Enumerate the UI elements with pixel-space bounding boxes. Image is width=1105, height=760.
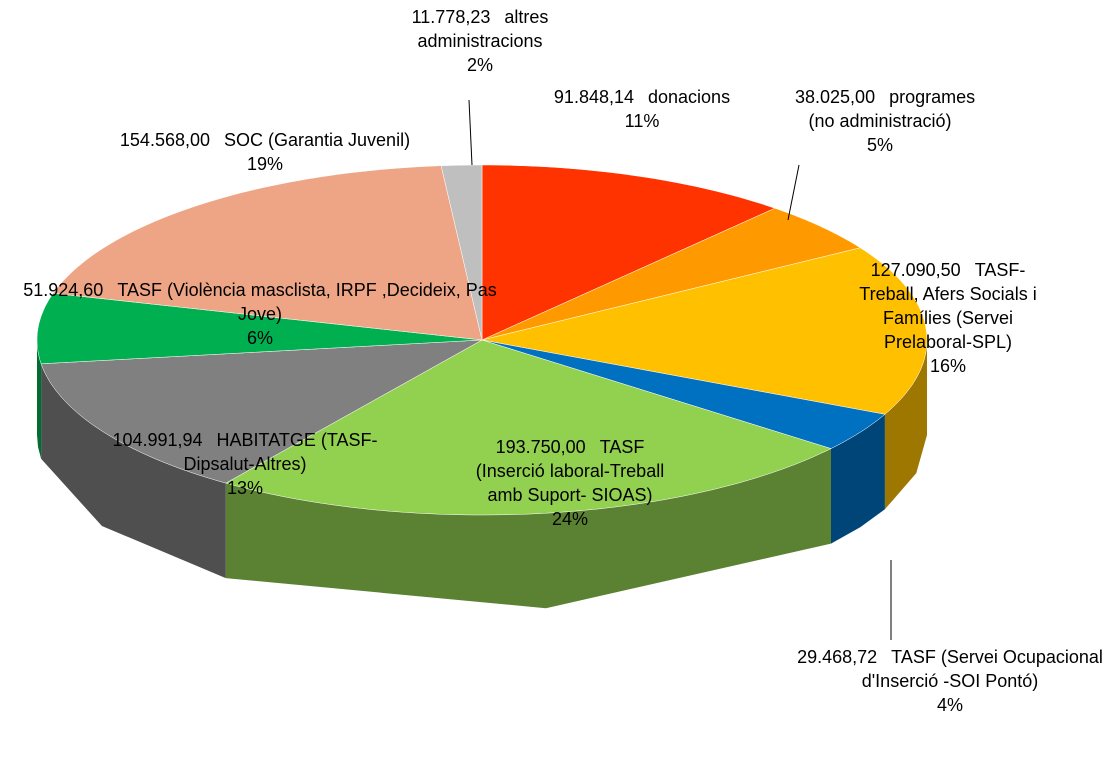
pie-side	[225, 448, 832, 609]
data-label: 91.848,14 donacions 11%	[542, 85, 742, 133]
category-label: TASF (Servei Ocupacional d'Inserció -SOI…	[861, 647, 1103, 691]
pie-slice	[481, 247, 928, 415]
data-label: 193.750,00 TASF (Inserció laboral-Treball…	[460, 435, 680, 531]
value-label: 154.568,00	[119, 130, 210, 150]
data-label: 38.025,00 programes (no administració) 5%	[795, 85, 975, 157]
pie-slice	[481, 164, 776, 341]
percent-label: 5%	[866, 135, 893, 155]
category-label: TASF-Treball, Afers Socials i Famílies (…	[859, 260, 1037, 352]
category-label: TASF (Inserció laboral-Treball amb Supor…	[475, 437, 665, 505]
percent-label: 24%	[551, 509, 589, 529]
value-label: 11.778,23	[411, 7, 491, 27]
data-label: 154.568,00 SOC (Garantia Juvenil) 19%	[100, 128, 430, 176]
value-label: 29.468,72	[797, 647, 878, 667]
percent-label: 19%	[246, 154, 284, 174]
value-label: 193.750,00	[495, 437, 586, 457]
pie-slice	[40, 339, 483, 484]
data-label: 127.090,50 TASF-Treball, Afers Socials i …	[853, 258, 1043, 378]
data-label: 104.991,94 HABITATGE (TASF-Dipsalut-Altre…	[95, 428, 395, 500]
pie-slice	[481, 339, 886, 449]
pie-slice	[36, 293, 483, 365]
category-label: TASF (Violència masclista, IRPF ,Decidei…	[117, 280, 497, 324]
category-label: altres administracions	[417, 7, 549, 51]
data-label: 51.924,60 TASF (Violència masclista, IRPF…	[20, 278, 500, 350]
percent-label: 16%	[929, 356, 967, 376]
value-label: 51.924,60	[23, 280, 104, 300]
leader-line	[468, 99, 473, 166]
value-label: 127.090,50	[870, 260, 961, 280]
pie-slice	[225, 339, 832, 516]
percent-label: 13%	[226, 478, 264, 498]
pie-side	[37, 340, 42, 459]
category-label: HABITATGE (TASF-Dipsalut-Altres)	[183, 430, 378, 474]
percent-label: 6%	[246, 328, 273, 348]
pie-slice	[52, 165, 483, 341]
pie-slice	[440, 164, 483, 341]
pie-slice	[481, 207, 861, 341]
pie-side	[41, 363, 226, 579]
leader-line	[787, 164, 800, 221]
data-label: 11.778,23 altres administracions 2%	[370, 5, 590, 77]
percent-label: 11%	[624, 111, 660, 131]
pie-side	[884, 340, 927, 510]
percent-label: 2%	[466, 55, 493, 75]
value-label: 38.025,00	[795, 87, 876, 107]
value-label: 104.991,94	[112, 430, 203, 450]
value-label: 91.848,14	[553, 87, 634, 107]
percent-label: 4%	[936, 695, 963, 715]
data-label: 29.468,72 TASF (Servei Ocupacional d'Inse…	[795, 645, 1105, 717]
pie-side	[831, 414, 885, 544]
category-label: SOC (Garantia Juvenil)	[224, 130, 411, 150]
category-label: programes (no administració)	[808, 87, 976, 131]
category-label: donacions	[648, 87, 731, 107]
